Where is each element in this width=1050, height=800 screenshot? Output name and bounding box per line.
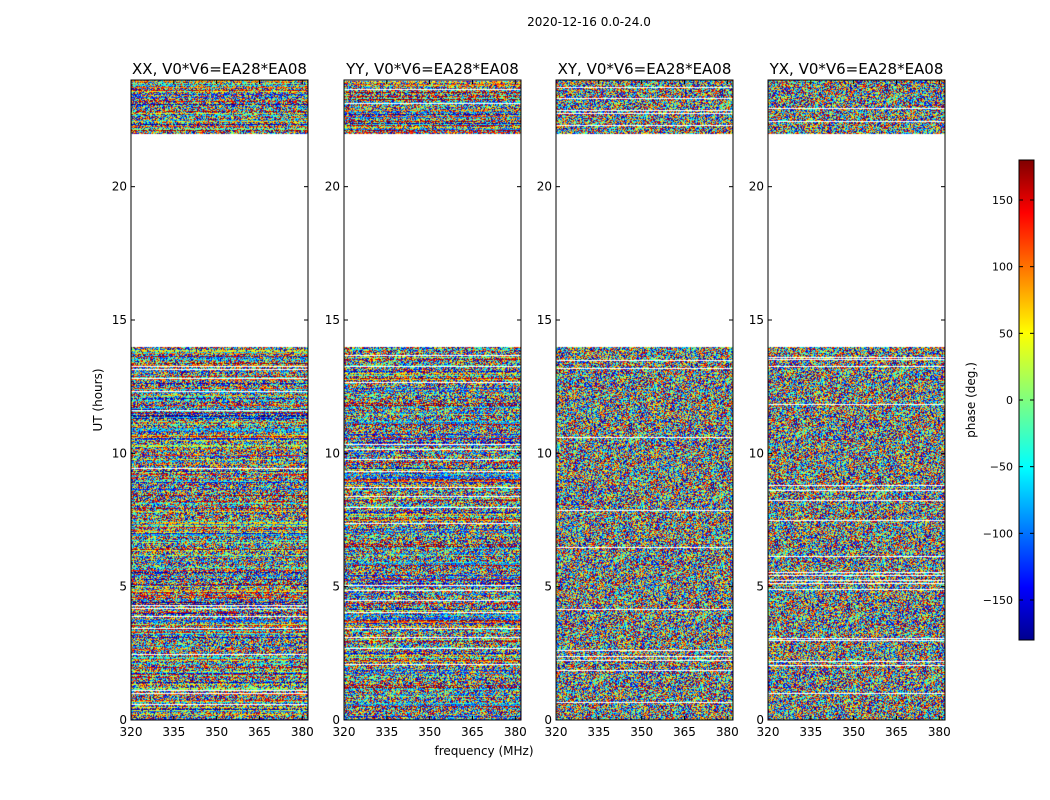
panel-frame	[555, 79, 734, 721]
colorbar-tick-label: −100	[983, 527, 1013, 540]
y-tick-label: 0	[756, 713, 764, 727]
panel-frame	[767, 79, 946, 721]
y-tick-label: 0	[544, 713, 552, 727]
y-tick-label: 20	[749, 180, 764, 194]
x-tick-label: 380	[928, 725, 951, 739]
phase-heatmap	[556, 80, 733, 720]
x-tick-label: 320	[757, 725, 780, 739]
colorbar-tick-label: −50	[990, 461, 1013, 474]
y-tick-label: 0	[332, 713, 340, 727]
y-tick-label: 5	[119, 580, 127, 594]
phase-heatmap	[131, 80, 308, 720]
panel-title: YY, V0*V6=EA28*EA08	[345, 60, 519, 78]
y-tick-label: 15	[325, 313, 340, 327]
panel-title: YX, V0*V6=EA28*EA08	[769, 60, 944, 78]
x-tick-label: 350	[842, 725, 865, 739]
y-tick-label: 15	[537, 313, 552, 327]
x-tick-label: 380	[716, 725, 739, 739]
y-tick-label: 10	[112, 446, 127, 460]
figure-title: 2020-12-16 0.0-24.0	[527, 15, 651, 29]
y-tick-label: 20	[112, 180, 127, 194]
x-axis-label: frequency (MHz)	[434, 744, 533, 758]
colorbar-tick-label: −150	[983, 594, 1013, 607]
x-tick-label: 320	[545, 725, 568, 739]
x-tick-label: 380	[504, 725, 527, 739]
y-tick-label: 15	[749, 313, 764, 327]
x-tick-label: 320	[333, 725, 356, 739]
colorbar-tick-label: 100	[992, 261, 1013, 274]
panel-xx: XX, V0*V6=EA28*EA08 320 335 350 365 380 0 5 10 15…	[112, 60, 314, 739]
y-tick-label: 10	[537, 446, 552, 460]
colorbar-tick-label: 0	[1006, 394, 1013, 407]
panel-frame	[130, 79, 309, 721]
x-tick-label: 365	[248, 725, 271, 739]
y-axis-label: UT (hours)	[91, 368, 105, 431]
x-tick-label: 335	[799, 725, 822, 739]
panel-yy: YY, V0*V6=EA28*EA08 320 335 350 365 380 0 5 10 15…	[325, 60, 527, 739]
y-tick-label: 5	[332, 580, 340, 594]
x-tick-label: 350	[630, 725, 653, 739]
phase-heatmap	[768, 80, 945, 720]
x-tick-label: 335	[375, 725, 398, 739]
x-tick-label: 335	[162, 725, 185, 739]
colorbar: −150 −100 −50 0 50 100 150 phase (deg.)	[964, 159, 1035, 641]
panel-title: XX, V0*V6=EA28*EA08	[132, 60, 307, 78]
colorbar-tick-label: 150	[992, 194, 1013, 207]
x-tick-label: 380	[291, 725, 314, 739]
colorbar-label: phase (deg.)	[964, 362, 978, 438]
panel-xy: XY, V0*V6=EA28*EA08 320 335 350 365 380 0 5 10 15…	[537, 60, 739, 739]
y-tick-label: 20	[325, 180, 340, 194]
x-tick-label: 365	[673, 725, 696, 739]
colorbar-tick-label: 50	[999, 327, 1013, 340]
y-tick-label: 20	[537, 180, 552, 194]
phase-heatmap	[344, 80, 521, 720]
y-tick-label: 15	[112, 313, 127, 327]
panel-frame	[343, 79, 522, 721]
x-tick-label: 350	[418, 725, 441, 739]
panel-title: XY, V0*V6=EA28*EA08	[558, 60, 732, 78]
y-tick-label: 10	[749, 446, 764, 460]
x-tick-label: 365	[885, 725, 908, 739]
panel-yx: YX, V0*V6=EA28*EA08 320 335 350 365 380 0 5 10 15…	[749, 60, 951, 739]
x-tick-label: 350	[205, 725, 228, 739]
y-tick-label: 5	[756, 580, 764, 594]
x-tick-label: 320	[120, 725, 143, 739]
y-tick-label: 10	[325, 446, 340, 460]
x-tick-label: 365	[461, 725, 484, 739]
y-tick-label: 0	[119, 713, 127, 727]
x-tick-label: 335	[587, 725, 610, 739]
y-tick-label: 5	[544, 580, 552, 594]
